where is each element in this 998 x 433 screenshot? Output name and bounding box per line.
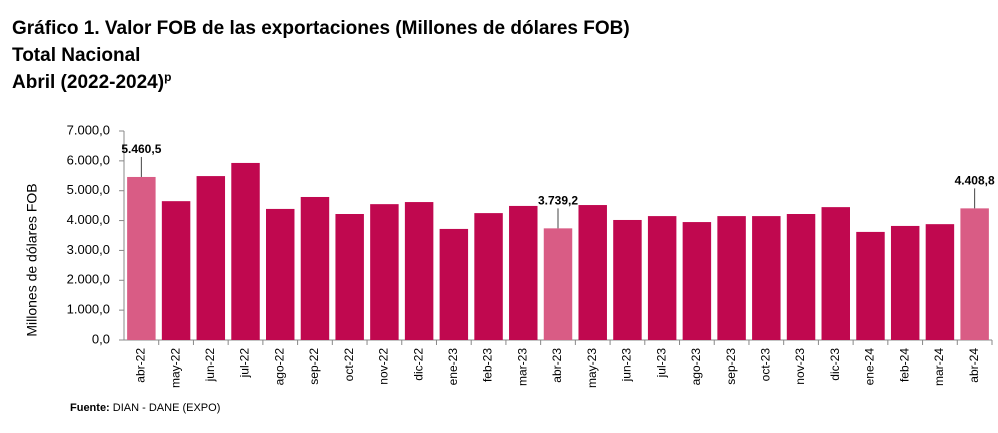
x-tick-label: jun-22 [203, 348, 217, 383]
x-tick-label: abr-24 [967, 348, 981, 383]
bar [439, 228, 469, 340]
y-tick-label: 3.000,0 [67, 242, 110, 257]
bar [752, 216, 781, 340]
y-tick-label: 4.000,0 [67, 212, 110, 227]
x-tick-label: mar-23 [515, 348, 529, 386]
x-tick-label: ene-23 [446, 348, 460, 386]
x-tick-label: nov-23 [793, 348, 807, 385]
period: Abril (2022-2024) [12, 72, 164, 93]
period-note: p [164, 70, 171, 84]
x-tick-label: may-22 [168, 348, 182, 388]
y-tick-label: 1.000,0 [67, 302, 110, 317]
x-tick-label: jul-23 [654, 348, 668, 379]
x-tick-label: dic-22 [411, 348, 425, 381]
bar [960, 208, 989, 340]
x-tick-label: feb-23 [481, 348, 495, 382]
x-tick-label: abr-22 [134, 348, 148, 383]
bar [578, 205, 607, 340]
bar [647, 216, 677, 340]
bar [231, 162, 260, 340]
y-tick-label: 0,0 [92, 331, 110, 346]
y-axis-label: Millones de dólares FOB [24, 183, 40, 336]
bar [717, 216, 746, 340]
y-tick-label: 5.000,0 [67, 182, 110, 197]
source-text: DIAN - DANE (EXPO) [113, 402, 221, 414]
x-tick-label: abr-23 [550, 348, 564, 383]
bar [370, 204, 399, 340]
chart-title: Gráfico 1. Valor FOB de las exportacione… [12, 18, 630, 39]
bar [335, 214, 364, 340]
bar [925, 224, 955, 340]
value-label: 3.739,2 [538, 194, 578, 208]
x-tick-label: oct-23 [758, 348, 772, 382]
bar [543, 228, 573, 340]
x-tick-label: sep-23 [724, 348, 738, 385]
y-tick-label: 6.000,0 [67, 152, 110, 167]
value-label: 5.460,5 [121, 142, 161, 156]
x-tick-label: mar-24 [932, 348, 946, 386]
x-tick-label: jul-22 [238, 348, 252, 379]
bar [127, 176, 156, 340]
chart-period: Abril (2022-2024)p [12, 70, 171, 93]
bar [856, 231, 885, 340]
x-tick-label: ago-22 [272, 348, 286, 386]
x-tick-label: ago-23 [689, 348, 703, 386]
bar [509, 205, 538, 340]
bar [161, 201, 191, 340]
chart-subtitle: Total Nacional [12, 45, 140, 66]
x-tick-label: feb-24 [897, 348, 911, 382]
y-tick-label: 7.000,0 [67, 122, 110, 137]
x-tick-label: oct-22 [342, 348, 356, 382]
bar [196, 176, 226, 340]
x-tick-label: may-23 [585, 348, 599, 388]
bar [682, 222, 712, 340]
bar [786, 214, 816, 340]
bar [300, 196, 330, 340]
x-tick-label: nov-22 [377, 348, 391, 385]
x-tick-label: jun-23 [620, 348, 634, 383]
bar [613, 219, 642, 340]
value-label: 4.408,8 [955, 174, 995, 188]
bar [890, 225, 920, 340]
bar [266, 208, 295, 340]
x-tick-label: ene-24 [863, 348, 877, 386]
source: Fuente: DIAN - DANE (EXPO) [70, 402, 220, 414]
bar [404, 202, 434, 340]
y-tick-label: 2.000,0 [67, 272, 110, 287]
x-tick-label: dic-23 [828, 348, 842, 381]
x-tick-label: sep-22 [307, 348, 321, 385]
bar [821, 207, 850, 340]
bar [474, 213, 503, 340]
source-label: Fuente: [70, 402, 110, 414]
